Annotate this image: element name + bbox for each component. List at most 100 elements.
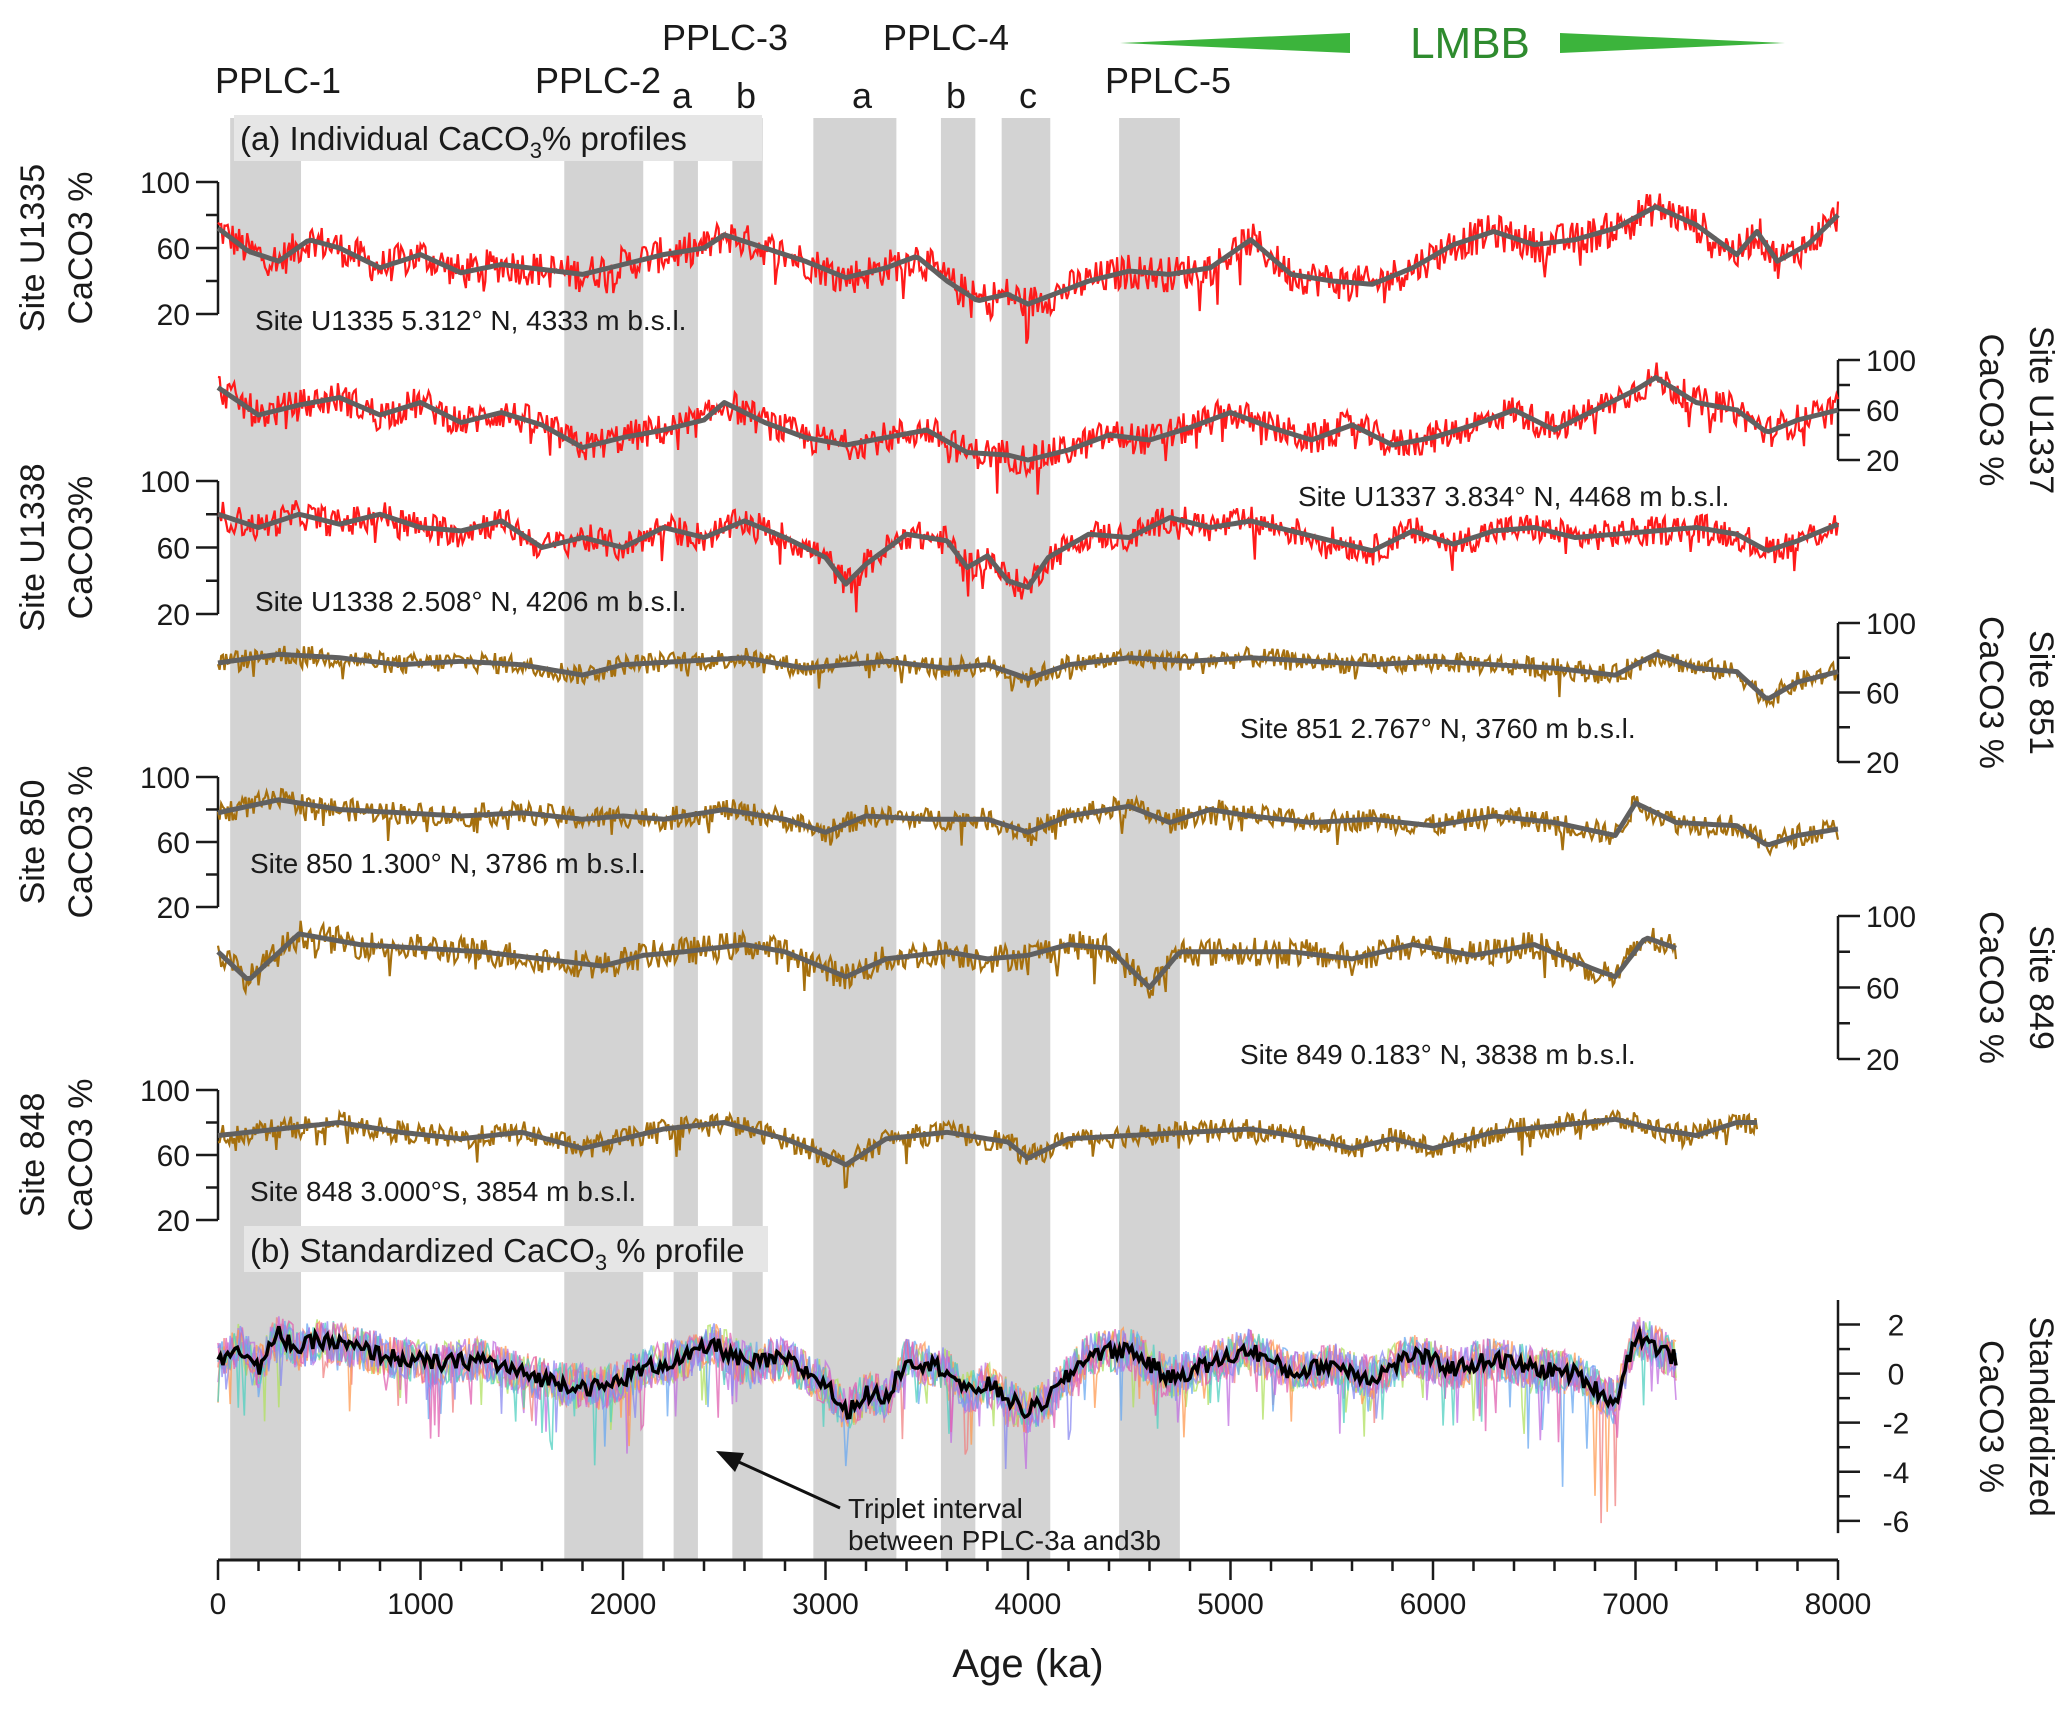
panel-a-title-box bbox=[234, 115, 762, 161]
y-axis-title-line1: Site 849 bbox=[2022, 925, 2060, 1050]
panel-b-title-pre: (b) Standardized CaCO bbox=[250, 1232, 595, 1269]
series-site-849: 20 60 100 Site 849 CaCO3 % Site 849 0.183° N,… bbox=[216, 901, 2060, 1077]
y-tick-label: 60 bbox=[157, 827, 190, 860]
triplet-annotation: Triplet interval between PPLC-3a and3b bbox=[716, 1451, 1161, 1556]
x-tick-label: 8000 bbox=[1805, 1588, 1872, 1621]
std-y-tick-label: 0 bbox=[1888, 1359, 1905, 1392]
std-axis-title-line2: CaCO3 % bbox=[1972, 1340, 2010, 1493]
annotation-arrow-line bbox=[729, 1456, 841, 1510]
band-pplc-3a bbox=[673, 118, 698, 1560]
smoothed-line bbox=[216, 375, 1839, 463]
pplc-4c-label: c bbox=[1019, 75, 1037, 116]
lmbb-label: LMBB bbox=[1410, 19, 1530, 68]
smoothed-line bbox=[217, 651, 1839, 701]
y-axis-title-line2: CaCO3 % bbox=[1972, 616, 2010, 769]
y-axis-title-line2: CaCO3% bbox=[62, 476, 100, 620]
y-tick-label: 60 bbox=[1866, 678, 1899, 711]
x-tick-label: 2000 bbox=[590, 1588, 657, 1621]
site-series: 20 60 100 Site U1335 CaCO3 % Site U1335 5.312… bbox=[14, 164, 2060, 1238]
y-axis-title-line1: Site U1335 bbox=[14, 164, 52, 332]
band-pplc-2 bbox=[564, 118, 644, 1560]
y-tick-label: 60 bbox=[1866, 973, 1899, 1006]
y-tick-label: 60 bbox=[157, 233, 190, 266]
y-axis-4: 20 60 100 Site 850 CaCO3 % bbox=[14, 762, 220, 925]
lmbb-indicator: LMBB bbox=[1120, 19, 1785, 68]
standardized-site-trace bbox=[217, 1321, 1677, 1466]
x-tick-label: 3000 bbox=[792, 1588, 859, 1621]
series-site-850: 20 60 100 Site 850 CaCO3 % Site 850 1.300° N,… bbox=[14, 762, 1840, 925]
std-y-tick-label: -2 bbox=[1883, 1408, 1910, 1441]
std-y-tick-label: -4 bbox=[1883, 1457, 1910, 1490]
y-tick-label: 20 bbox=[157, 299, 190, 332]
y-tick-label: 20 bbox=[157, 599, 190, 632]
panel-a-title: (a) Individual CaCO3% profiles bbox=[234, 115, 762, 163]
series-site-u1337: 20 60 100 Site U1337 CaCO3 % Site U1337 3.834… bbox=[216, 326, 2060, 512]
series-site-851: 20 60 100 Site 851 CaCO3 % Site 851 2.767° N,… bbox=[216, 608, 2060, 780]
standardized-site-trace bbox=[217, 1320, 1677, 1470]
y-tick-label: 20 bbox=[1866, 445, 1899, 478]
series-site-u1335: 20 60 100 Site U1335 CaCO3 % Site U1335 5.312… bbox=[14, 164, 1840, 344]
lmbb-arrow-right bbox=[1560, 33, 1785, 53]
y-axis-title-line2: CaCO3 % bbox=[62, 171, 100, 324]
raw-line bbox=[217, 193, 1840, 344]
site-caption: Site U1337 3.834° N, 4468 m b.s.l. bbox=[1298, 481, 1729, 512]
y-axis-3: 20 60 100 Site 851 CaCO3 % bbox=[1836, 608, 2060, 780]
lmbb-arrow-left bbox=[1120, 33, 1350, 53]
y-axis-6: 20 60 100 Site 848 CaCO3 % bbox=[14, 1075, 220, 1238]
standardized-panel: -6 -4 -2 0 2 Standardized CaCO3 % bbox=[216, 1300, 2060, 1539]
y-tick-label: 20 bbox=[157, 892, 190, 925]
panel-b-title-text: (b) Standardized CaCO3 % profile bbox=[250, 1232, 745, 1275]
panel-a-title-sub: 3 bbox=[530, 138, 542, 163]
y-tick-label: 60 bbox=[157, 1140, 190, 1173]
panel-a-title-pre: (a) Individual CaCO bbox=[240, 120, 530, 157]
annotation-arrow-head bbox=[716, 1451, 744, 1472]
std-axis-title-line1: Standardized bbox=[2022, 1316, 2060, 1516]
y-tick-label: 100 bbox=[140, 167, 190, 200]
y-axis-title-line2: CaCO3 % bbox=[62, 1078, 100, 1231]
y-tick-label: 100 bbox=[1866, 345, 1916, 378]
x-tick-label: 5000 bbox=[1197, 1588, 1264, 1621]
y-tick-label: 100 bbox=[1866, 608, 1916, 641]
standardized-mean-line bbox=[216, 1324, 1678, 1420]
y-tick-label: 60 bbox=[1866, 395, 1899, 428]
smoothed-line bbox=[216, 931, 1677, 990]
panel-a-title-text: (a) Individual CaCO3% profiles bbox=[240, 120, 687, 163]
pplc-4b-label: b bbox=[946, 75, 966, 116]
annotation-line-2: between PPLC-3a and3b bbox=[848, 1525, 1161, 1556]
raw-line bbox=[216, 920, 1678, 999]
y-tick-label: 20 bbox=[1866, 747, 1899, 780]
panel-b-title-sub: 3 bbox=[595, 1250, 607, 1275]
y-tick-label: 100 bbox=[140, 1075, 190, 1108]
y-axis-title-line1: Site 848 bbox=[14, 1093, 52, 1218]
site-caption: Site 849 0.183° N, 3838 m b.s.l. bbox=[1240, 1039, 1636, 1070]
y-tick-label: 60 bbox=[157, 533, 190, 566]
pplc-3-label: PPLC-3 bbox=[662, 17, 788, 58]
x-axis-title: Age (ka) bbox=[952, 1642, 1103, 1686]
pplc-2-label: PPLC-2 bbox=[535, 60, 661, 101]
x-tick-label: 0 bbox=[210, 1588, 227, 1621]
smoothed-line bbox=[217, 797, 1839, 848]
site-caption: Site 851 2.767° N, 3760 m b.s.l. bbox=[1240, 713, 1636, 744]
site-caption: Site U1335 5.312° N, 4333 m b.s.l. bbox=[255, 305, 686, 336]
panel-a-title-post: % profiles bbox=[542, 120, 687, 157]
x-axis: Age (ka) 0 1000 2000 3000 4000 5000 6000 7000 80… bbox=[210, 1558, 1872, 1686]
x-tick-label: 1000 bbox=[387, 1588, 454, 1621]
y-axis-title-line1: Site U1337 bbox=[2022, 326, 2060, 494]
y-tick-label: 100 bbox=[140, 466, 190, 499]
band-pplc-4a bbox=[813, 118, 897, 1560]
y-tick-label: 100 bbox=[140, 762, 190, 795]
smoothed-line bbox=[217, 511, 1839, 590]
band-pplc-4c bbox=[1001, 118, 1051, 1560]
std-y-tick-label: 2 bbox=[1888, 1310, 1905, 1343]
panel-b-title-box bbox=[244, 1226, 768, 1272]
y-axis-2: 20 60 100 Site U1338 CaCO3% bbox=[14, 463, 220, 632]
y-axis-title-line2: CaCO3 % bbox=[1972, 333, 2010, 486]
std-y-tick-label: -6 bbox=[1883, 1506, 1910, 1539]
pplc-labels: PPLC-1 PPLC-2 PPLC-3 PPLC-4 PPLC-5 a b a… bbox=[215, 17, 1231, 116]
pplc-4a-label: a bbox=[852, 75, 873, 116]
pplc-5-label: PPLC-5 bbox=[1105, 60, 1231, 101]
x-tick-label: 7000 bbox=[1602, 1588, 1669, 1621]
smoothed-line bbox=[216, 204, 1840, 307]
pplc-4-label: PPLC-4 bbox=[883, 17, 1009, 58]
site-caption: Site 850 1.300° N, 3786 m b.s.l. bbox=[250, 848, 646, 879]
